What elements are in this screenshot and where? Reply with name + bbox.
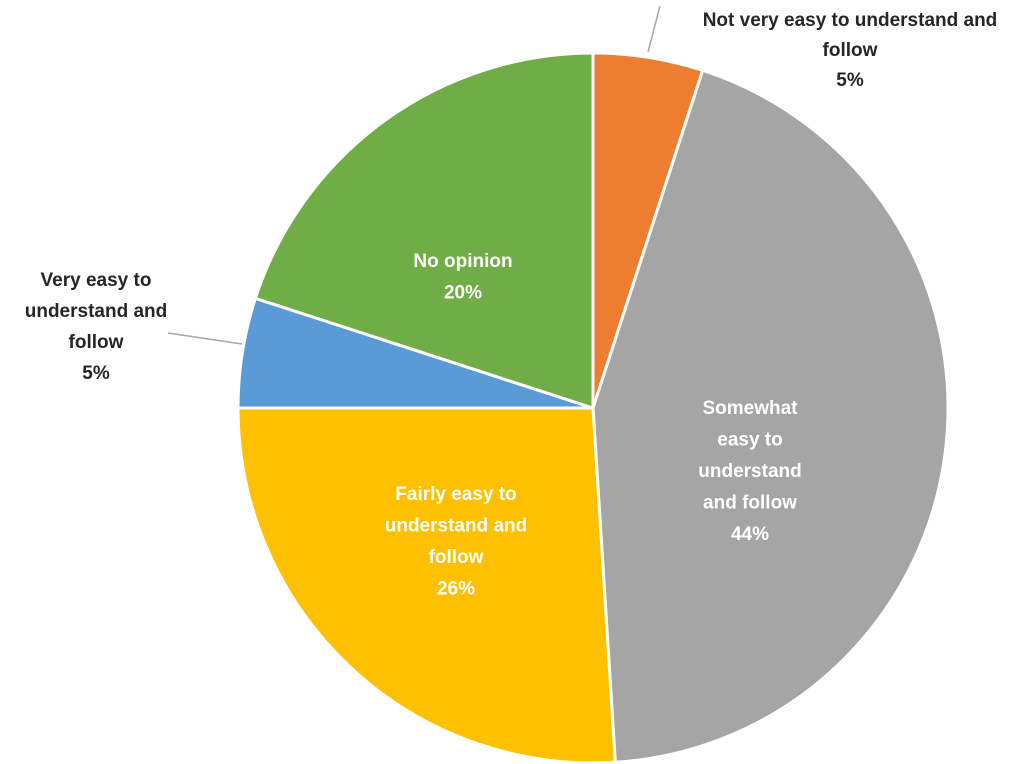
slice-percent-label: 20% [444, 283, 482, 304]
slice-label: Very easy to understand and follow 5% [25, 270, 168, 384]
slice-category-label: understand and [25, 301, 168, 322]
pie-slice [253, 51, 595, 410]
slice-percent-label: 26% [437, 579, 475, 600]
slice-category-label: Somewhat [702, 398, 798, 419]
pie-slice [591, 68, 950, 764]
slice-percent-label: 5% [82, 363, 110, 384]
leader-lines [167, 5, 661, 345]
slice-label: Somewhat easy to understand and follow 44% [698, 398, 801, 545]
slice-category-label: Not very easy to understand and [703, 10, 998, 31]
slice-percent-label: 44% [731, 524, 769, 545]
slice-category-label: Fairly easy to [395, 484, 516, 505]
slice-category-label: follow [69, 332, 124, 353]
slice-category-label: follow [823, 40, 878, 61]
pie-slices [236, 51, 950, 764]
slice-category-label: follow [429, 547, 484, 568]
slice-label: Fairly easy to understand and follow 26% [385, 484, 528, 600]
slice-label: Not very easy to understand and follow 5% [703, 10, 998, 91]
slice-category-label: easy to [717, 430, 782, 451]
slice-category-label: Very easy to [41, 270, 152, 291]
data-labels: Not very easy to understand and follow 5% S… [25, 10, 998, 600]
slice-category-label: No opinion [413, 251, 512, 272]
slice-category-label: understand [698, 461, 801, 482]
leader-line [167, 332, 243, 345]
slice-percent-label: 5% [836, 70, 864, 91]
slice-category-label: understand and [385, 516, 528, 537]
slice-label: No opinion 20% [413, 251, 512, 304]
pie-slice [236, 406, 617, 764]
leader-line [647, 5, 661, 53]
slice-category-label: and follow [703, 493, 797, 514]
